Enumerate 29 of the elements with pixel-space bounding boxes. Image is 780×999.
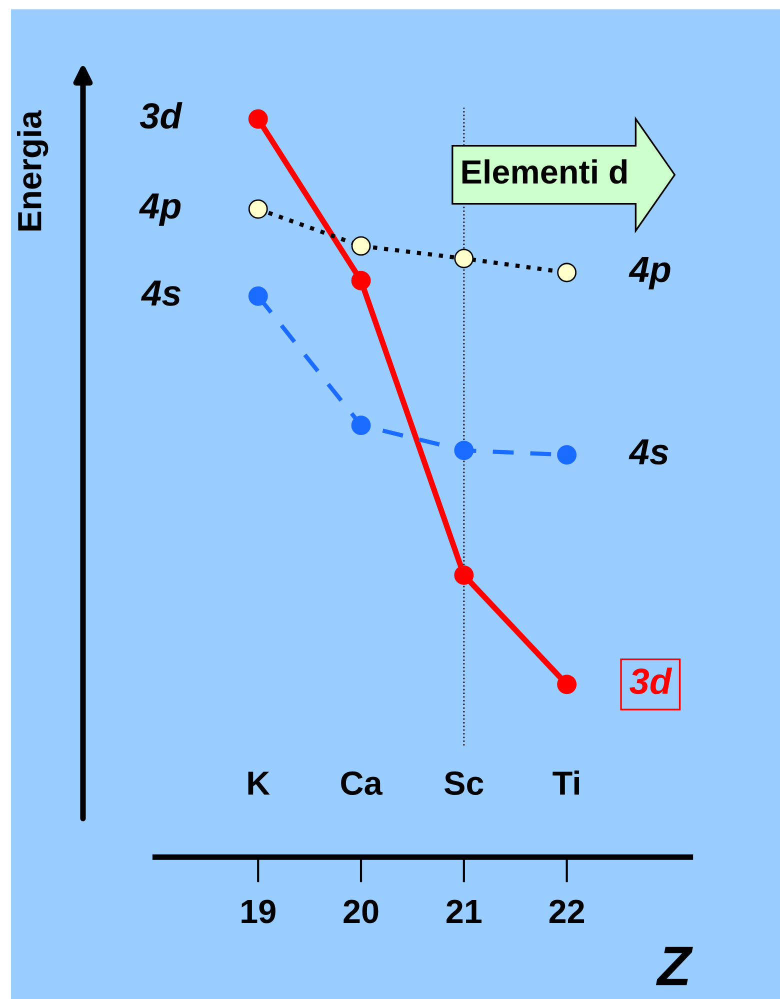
- point: [454, 248, 474, 268]
- x-tick-label: 19: [242, 900, 276, 924]
- point: [557, 262, 577, 282]
- point: [454, 565, 474, 585]
- annotation: K: [248, 772, 270, 795]
- y-axis-title: Energia: [16, 110, 48, 230]
- annotation: Sc: [444, 771, 484, 795]
- annotation: 4p: [138, 194, 181, 226]
- series-label: 4p: [628, 257, 670, 290]
- x-tick-label: 22: [549, 900, 584, 923]
- point: [557, 445, 577, 465]
- annotation: Elementi d: [462, 159, 627, 184]
- point: [454, 440, 474, 460]
- annotation: Ca: [341, 771, 383, 795]
- annotation: 3d: [140, 102, 182, 129]
- point: [351, 270, 371, 290]
- point: [248, 109, 268, 129]
- series-label: 3d: [630, 668, 672, 694]
- series-label: 4s: [628, 439, 668, 465]
- annotation: 4s: [140, 280, 181, 306]
- point: [248, 286, 268, 306]
- x-tick-label: 21: [446, 900, 482, 923]
- point: [557, 674, 577, 694]
- annotation: Ti: [552, 770, 579, 795]
- point: [351, 416, 371, 436]
- point: [351, 236, 371, 256]
- x-axis-title: Z: [656, 946, 693, 986]
- x-tick-label: 20: [344, 900, 378, 924]
- point: [248, 199, 268, 219]
